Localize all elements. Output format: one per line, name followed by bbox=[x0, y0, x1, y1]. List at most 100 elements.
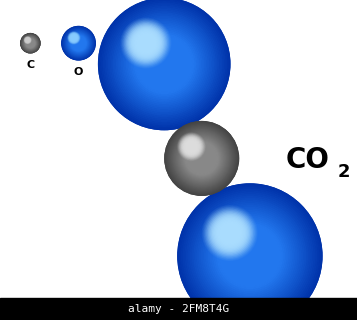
Circle shape bbox=[197, 154, 206, 163]
Text: 2: 2 bbox=[338, 163, 350, 181]
Circle shape bbox=[24, 36, 31, 44]
Circle shape bbox=[70, 34, 78, 42]
Circle shape bbox=[208, 211, 252, 255]
Circle shape bbox=[194, 151, 209, 166]
Circle shape bbox=[192, 149, 211, 168]
Circle shape bbox=[221, 227, 279, 285]
Circle shape bbox=[63, 28, 94, 59]
Circle shape bbox=[30, 43, 31, 44]
Circle shape bbox=[224, 228, 235, 238]
Circle shape bbox=[22, 35, 39, 52]
Circle shape bbox=[195, 152, 208, 165]
Circle shape bbox=[78, 43, 79, 44]
Circle shape bbox=[120, 20, 208, 108]
Circle shape bbox=[64, 28, 94, 58]
Circle shape bbox=[100, 0, 228, 128]
Circle shape bbox=[26, 39, 35, 48]
Circle shape bbox=[144, 41, 149, 45]
Circle shape bbox=[223, 226, 237, 240]
Circle shape bbox=[133, 33, 195, 95]
Circle shape bbox=[245, 251, 255, 261]
Circle shape bbox=[70, 34, 78, 42]
Circle shape bbox=[107, 7, 222, 121]
Circle shape bbox=[181, 136, 202, 157]
Circle shape bbox=[232, 238, 268, 274]
Circle shape bbox=[27, 40, 33, 46]
Circle shape bbox=[217, 224, 282, 288]
Circle shape bbox=[26, 39, 34, 47]
Circle shape bbox=[151, 51, 177, 77]
Circle shape bbox=[223, 229, 277, 283]
Circle shape bbox=[71, 35, 77, 41]
Circle shape bbox=[241, 247, 259, 265]
Circle shape bbox=[69, 34, 88, 52]
Circle shape bbox=[227, 230, 232, 236]
Circle shape bbox=[26, 38, 29, 42]
Circle shape bbox=[30, 43, 31, 44]
Circle shape bbox=[189, 195, 311, 317]
Circle shape bbox=[24, 36, 37, 50]
Circle shape bbox=[69, 33, 79, 43]
Circle shape bbox=[25, 37, 30, 43]
Circle shape bbox=[68, 32, 80, 44]
Circle shape bbox=[28, 41, 33, 46]
Circle shape bbox=[189, 145, 193, 149]
Circle shape bbox=[153, 52, 176, 76]
Circle shape bbox=[24, 37, 36, 50]
Circle shape bbox=[131, 31, 197, 97]
Circle shape bbox=[109, 8, 220, 120]
Circle shape bbox=[25, 38, 30, 42]
Circle shape bbox=[186, 142, 196, 151]
Circle shape bbox=[220, 223, 239, 243]
Circle shape bbox=[228, 232, 231, 234]
Circle shape bbox=[203, 209, 297, 303]
Circle shape bbox=[69, 33, 79, 43]
Circle shape bbox=[167, 124, 237, 193]
Circle shape bbox=[125, 22, 167, 64]
Circle shape bbox=[26, 39, 29, 41]
Circle shape bbox=[169, 125, 235, 191]
Circle shape bbox=[26, 39, 34, 47]
Circle shape bbox=[72, 36, 76, 40]
Circle shape bbox=[183, 138, 200, 155]
Circle shape bbox=[137, 34, 155, 52]
Circle shape bbox=[68, 33, 89, 53]
Circle shape bbox=[182, 138, 201, 156]
Circle shape bbox=[26, 38, 30, 42]
Circle shape bbox=[184, 139, 199, 154]
Circle shape bbox=[22, 36, 38, 51]
Circle shape bbox=[165, 122, 238, 195]
Circle shape bbox=[201, 207, 298, 305]
Circle shape bbox=[22, 35, 38, 51]
Circle shape bbox=[76, 40, 81, 46]
Circle shape bbox=[181, 137, 223, 180]
Circle shape bbox=[185, 140, 198, 154]
Circle shape bbox=[181, 138, 222, 179]
Circle shape bbox=[62, 27, 95, 60]
Circle shape bbox=[215, 218, 245, 248]
Circle shape bbox=[76, 41, 81, 46]
Circle shape bbox=[65, 30, 92, 57]
Circle shape bbox=[185, 191, 315, 320]
Circle shape bbox=[71, 35, 76, 40]
Circle shape bbox=[145, 44, 184, 84]
Circle shape bbox=[21, 34, 40, 52]
Circle shape bbox=[178, 184, 322, 320]
Circle shape bbox=[69, 34, 88, 53]
Circle shape bbox=[179, 135, 225, 181]
Circle shape bbox=[182, 139, 221, 178]
Circle shape bbox=[72, 36, 75, 39]
Circle shape bbox=[29, 41, 32, 45]
Circle shape bbox=[225, 231, 275, 281]
Circle shape bbox=[123, 23, 205, 105]
Circle shape bbox=[199, 156, 205, 161]
Circle shape bbox=[142, 39, 150, 47]
Circle shape bbox=[178, 184, 322, 320]
Circle shape bbox=[191, 196, 309, 316]
Circle shape bbox=[207, 213, 293, 299]
Circle shape bbox=[154, 54, 174, 74]
Circle shape bbox=[71, 35, 77, 41]
Circle shape bbox=[196, 202, 304, 310]
Circle shape bbox=[26, 39, 35, 48]
Text: CO: CO bbox=[286, 146, 330, 174]
